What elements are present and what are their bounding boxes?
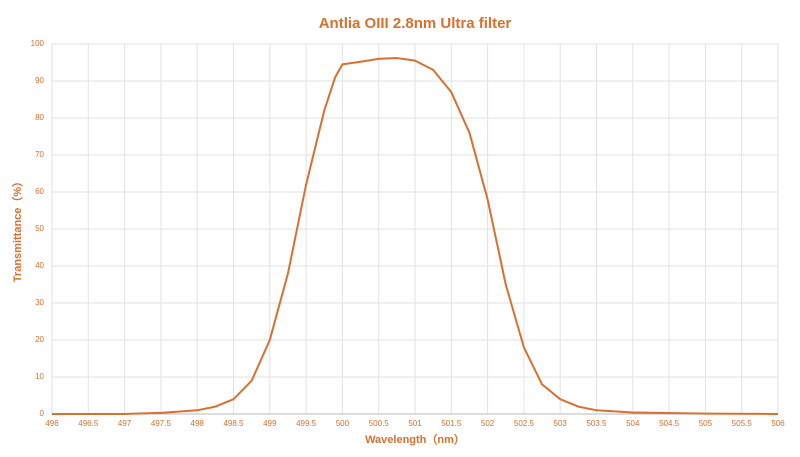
y-tick-label: 100 xyxy=(31,39,45,48)
x-tick-label: 503 xyxy=(554,419,568,428)
x-tick-label: 499.5 xyxy=(296,419,317,428)
x-tick-label: 496.5 xyxy=(78,419,99,428)
x-tick-label: 506 xyxy=(771,419,785,428)
y-tick-label: 90 xyxy=(35,76,44,85)
x-axis-label: Wavelength（nm） xyxy=(365,433,465,446)
y-tick-label: 70 xyxy=(35,150,44,159)
chart-title: Antlia OIII 2.8nm Ultra filter xyxy=(319,15,512,32)
x-tick-label: 499 xyxy=(263,419,277,428)
x-tick-label: 503.5 xyxy=(586,419,607,428)
y-tick-label: 10 xyxy=(35,372,44,381)
data-line xyxy=(52,57,779,415)
x-tick-label: 504 xyxy=(626,419,640,428)
x-tick-label: 501.5 xyxy=(441,419,462,428)
x-tick-label: 496 xyxy=(45,419,59,428)
x-tick-label: 500 xyxy=(336,419,350,428)
y-tick-label: 30 xyxy=(35,298,44,307)
y-tick-label: 80 xyxy=(35,113,44,122)
x-tick-label: 505 xyxy=(699,419,713,428)
x-tick-label: 501 xyxy=(408,419,422,428)
x-tick-label: 497 xyxy=(118,419,132,428)
x-tick-label: 498 xyxy=(191,419,205,428)
x-tick-label: 504.5 xyxy=(659,419,680,428)
y-tick-label: 20 xyxy=(35,335,44,344)
y-tick-label: 50 xyxy=(35,224,44,233)
y-tick-label: 40 xyxy=(35,261,44,270)
x-tick-label: 502.5 xyxy=(514,419,535,428)
y-tick-label: 60 xyxy=(35,187,44,196)
y-axis-label: Transmittance（%） xyxy=(11,176,24,282)
x-tick-label: 502 xyxy=(481,419,495,428)
x-tick-label: 498.5 xyxy=(223,419,244,428)
x-tick-label: 505.5 xyxy=(732,419,753,428)
y-tick-label: 0 xyxy=(40,409,45,418)
x-tick-label: 497.5 xyxy=(151,419,172,428)
x-tick-label: 500.5 xyxy=(369,419,390,428)
